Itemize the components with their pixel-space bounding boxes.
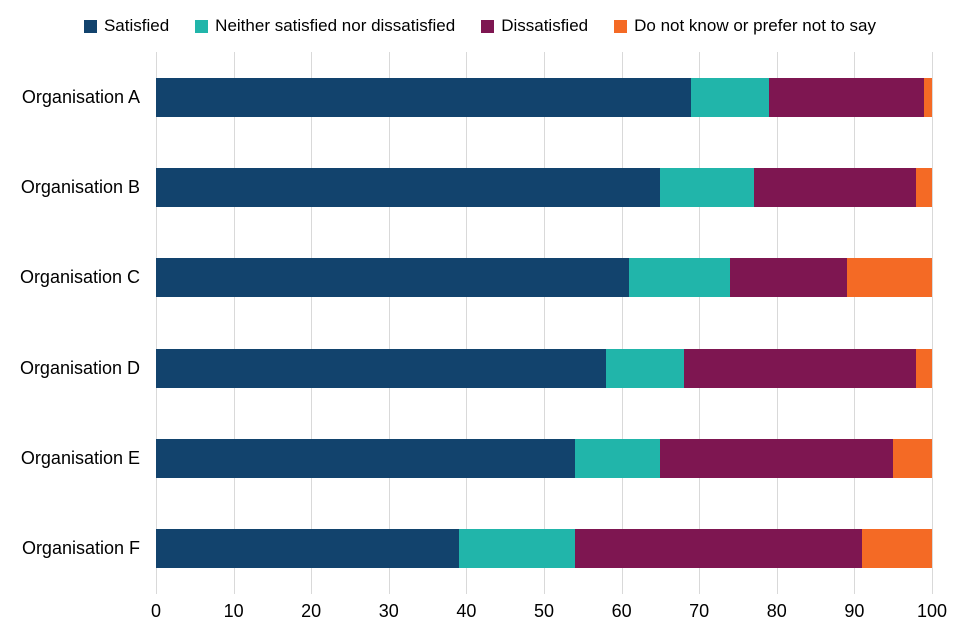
bar-segment	[683, 348, 917, 388]
bar-row	[156, 439, 932, 478]
x-tick-label: 60	[611, 601, 632, 621]
x-tick-label: 30	[378, 601, 399, 621]
legend-label: Neither satisfied nor dissatisfied	[215, 16, 456, 35]
gridline	[466, 52, 468, 594]
bar-segment	[769, 77, 925, 117]
category-label: Organisation E	[20, 448, 140, 468]
bar-segment	[575, 439, 661, 478]
plot-area	[156, 52, 933, 594]
x-tick-label: 10	[223, 601, 244, 621]
gridline	[699, 52, 701, 594]
x-tick-label: 100	[916, 601, 948, 621]
legend-swatch-icon	[614, 19, 628, 33]
legend-item: Neither satisfied nor dissatisfied	[195, 16, 455, 36]
bar-segment	[691, 77, 770, 117]
legend-label: Do not know or prefer not to say	[634, 16, 877, 35]
bar-segment	[156, 168, 661, 207]
x-tick-label: 20	[301, 601, 322, 621]
legend-item: Dissatisfied	[481, 16, 588, 36]
legend-swatch-icon	[83, 19, 97, 33]
bar-segment	[862, 529, 932, 569]
bar-segment	[916, 348, 932, 388]
legend-swatch-icon	[481, 19, 495, 33]
bar-segment	[575, 529, 863, 569]
bar-segment	[458, 529, 576, 569]
gridline	[156, 52, 157, 594]
bar-segment	[156, 439, 576, 478]
gridline	[311, 52, 313, 594]
legend-label: Dissatisfied	[501, 16, 589, 35]
x-tick-label: 80	[766, 601, 787, 621]
legend-item: Do not know or prefer not to say	[614, 16, 876, 36]
category-label: Organisation F	[21, 538, 140, 559]
x-tick-label: 90	[844, 601, 865, 621]
gridline	[621, 52, 623, 594]
gridline	[932, 52, 933, 594]
gridline	[388, 52, 390, 594]
x-tick-label: 40	[456, 601, 477, 621]
bar-segment	[156, 348, 607, 388]
gridline	[233, 52, 235, 594]
bar-segment	[893, 439, 932, 478]
legend-item: Satisfied	[83, 16, 170, 36]
bar-segment	[660, 168, 754, 207]
legend-label: Satisfied	[103, 16, 170, 35]
category-label: Organisation C	[19, 267, 140, 288]
x-tick-label: 70	[689, 601, 710, 621]
category-label: Organisation D	[19, 357, 140, 378]
x-tick-label: 0	[150, 601, 162, 621]
bar-segment	[846, 258, 932, 298]
bar-segment	[916, 168, 932, 207]
bar-segment	[753, 168, 917, 207]
bar-segment	[629, 258, 731, 298]
bar-segment	[156, 529, 459, 569]
bar-row	[156, 258, 932, 298]
bar-row	[156, 348, 932, 388]
bar-segment	[924, 77, 932, 117]
legend-swatch-icon	[195, 19, 209, 33]
bar-segment	[606, 348, 684, 388]
category-label: Organisation B	[20, 177, 140, 197]
chart-legend: Satisfied Neither satisfied nor dissatisf…	[0, 16, 960, 36]
bar-row	[156, 529, 932, 569]
bar-segment	[156, 77, 692, 117]
bar-segment	[730, 258, 847, 298]
gridline	[776, 52, 778, 594]
x-tick-label: 50	[533, 601, 555, 621]
gridline	[544, 52, 545, 594]
gridline	[854, 52, 856, 594]
bar-segment	[156, 258, 630, 298]
bar-segment	[660, 439, 894, 478]
bar-row	[156, 77, 932, 117]
bar-row	[156, 168, 932, 207]
category-label: Organisation A	[21, 86, 140, 107]
